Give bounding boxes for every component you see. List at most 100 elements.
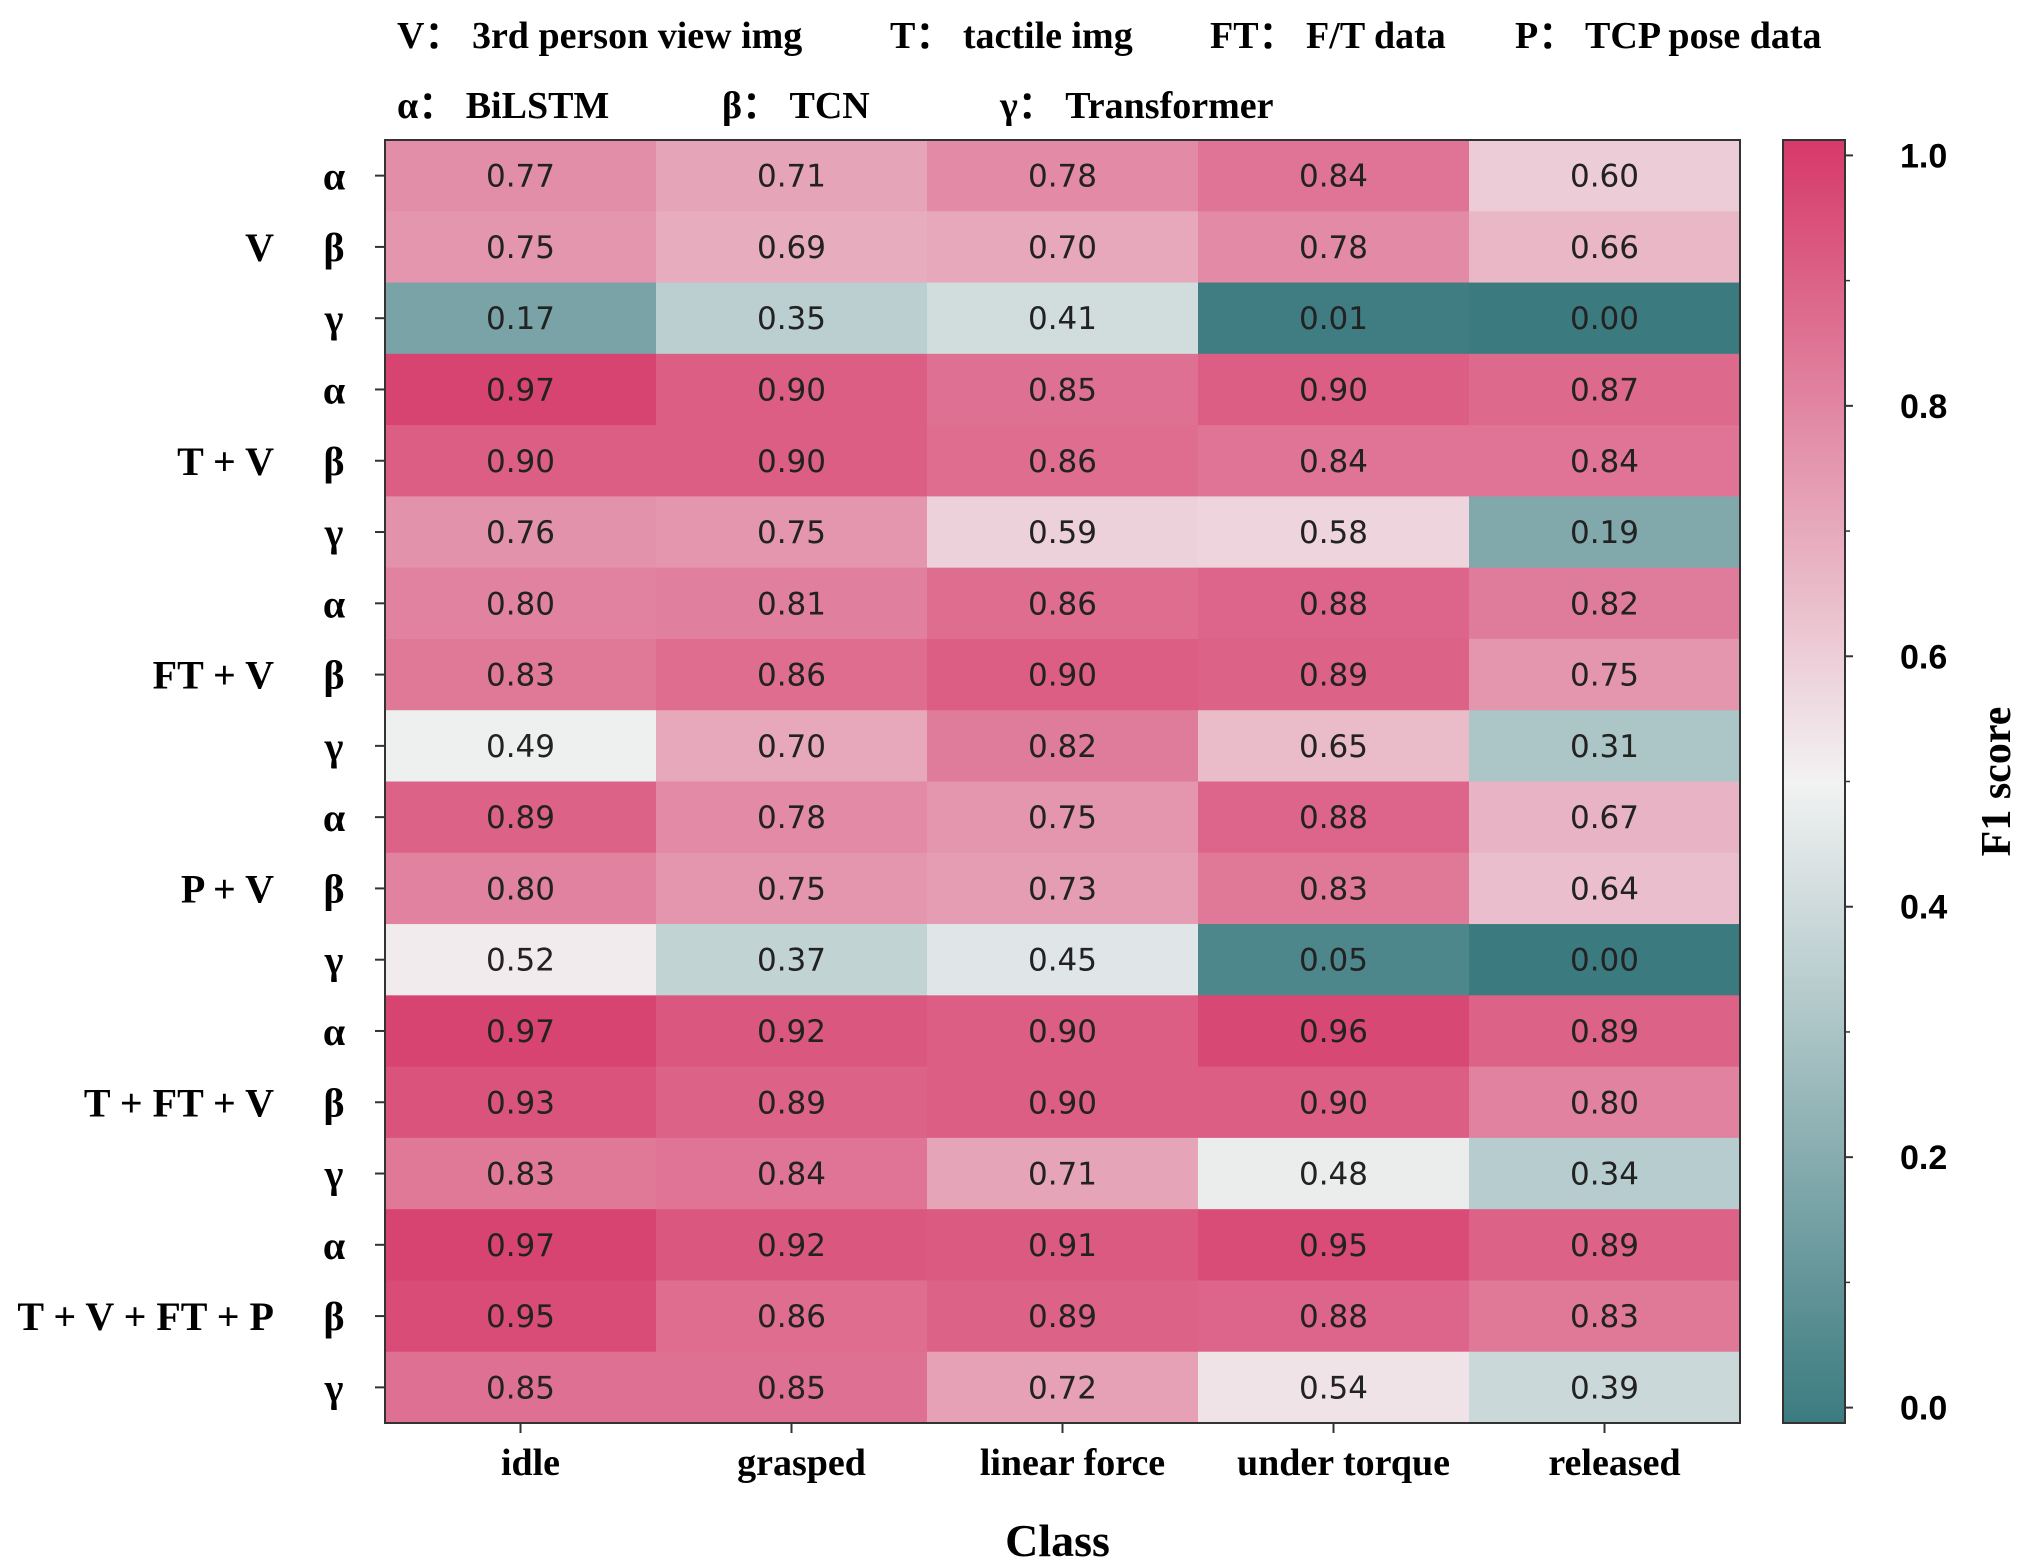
abbreviation-legend: V： 3rd person view img T： tactile img FT： … <box>397 15 1822 127</box>
heatmap-cell <box>927 1209 1199 1282</box>
cell-value-label: 0.52 <box>486 943 555 979</box>
heatmap-cell <box>1469 282 1741 355</box>
cell-value-label: 0.49 <box>486 729 555 765</box>
heatmap-cell <box>1198 1351 1470 1424</box>
cell-value-label: 0.00 <box>1570 943 1639 979</box>
heatmap-cell <box>927 852 1199 925</box>
cell-value-label: 0.95 <box>1299 1228 1368 1264</box>
row-label: β <box>323 653 344 698</box>
heatmap-cell <box>1469 353 1741 426</box>
colorbar: 0.0 0.2 0.4 0.6 0.8 1.0 F1 score <box>1782 137 2020 1428</box>
heatmap-cell <box>1469 140 1741 212</box>
heatmap-cell <box>385 852 657 925</box>
legend-entry: β： TCN <box>722 85 870 127</box>
row-label: α <box>323 1223 345 1268</box>
cell-value-label: 0.80 <box>486 586 555 622</box>
heatmap-cell <box>1469 638 1741 711</box>
heatmap-cell <box>927 1066 1199 1139</box>
cell-value-label: 0.83 <box>486 658 555 694</box>
colorbar-tick-label: 0.4 <box>1900 889 1947 927</box>
cell-value-label: 0.93 <box>486 1085 555 1121</box>
cell-value-label: 0.90 <box>757 372 826 408</box>
cell-value-label: 0.83 <box>1570 1299 1639 1335</box>
cell-value-label: 0.31 <box>1570 729 1639 765</box>
heatmap-cell <box>1469 1137 1741 1210</box>
cell-value-label: 0.37 <box>757 943 826 979</box>
heatmap-cell <box>1198 924 1470 996</box>
heatmap-cell <box>656 1209 928 1282</box>
heatmap-cell <box>927 1351 1199 1424</box>
cell-value-label: 0.90 <box>1028 658 1097 694</box>
cell-value-label: 0.86 <box>1028 586 1097 622</box>
heatmap-cell <box>927 995 1199 1068</box>
cell-value-label: 0.78 <box>1028 159 1097 195</box>
cell-value-label: 0.05 <box>1299 943 1368 979</box>
heatmap-cell <box>656 852 928 925</box>
heatmap-cell <box>1198 425 1470 497</box>
heatmap-cell <box>1198 781 1470 854</box>
cell-value-label: 0.89 <box>1570 1014 1639 1050</box>
heatmap-cell <box>1469 567 1741 640</box>
heatmap-cell <box>1198 496 1470 569</box>
colorbar-tick-label: 0.8 <box>1900 388 1947 426</box>
cell-value-label: 0.86 <box>1028 444 1097 480</box>
heatmap-cell <box>927 638 1199 711</box>
row-label: γ <box>324 1365 344 1410</box>
heatmap-cell <box>1469 781 1741 854</box>
heatmap-cell <box>1469 1066 1741 1139</box>
legend-entry: FT： F/T data <box>1210 15 1446 57</box>
heatmap-cell <box>1469 211 1741 284</box>
row-label: β <box>323 1080 344 1125</box>
heatmap-cell <box>385 353 657 426</box>
x-tick-label: linear force <box>980 1442 1165 1484</box>
group-label: T + V <box>177 439 274 484</box>
heatmap-cell <box>1198 1066 1470 1139</box>
cell-value-label: 0.83 <box>486 1157 555 1193</box>
heatmap-cell <box>385 1209 657 1282</box>
cell-value-label: 0.00 <box>1570 301 1639 337</box>
heatmap-cell <box>1198 995 1470 1068</box>
heatmap-cell <box>385 1351 657 1424</box>
heatmap-cell <box>656 1351 928 1424</box>
row-label: β <box>323 1294 344 1339</box>
cell-value-label: 0.85 <box>486 1370 555 1406</box>
x-axis: idle grasped linear force under torque relea… <box>501 1423 1681 1484</box>
colorbar-tick-label: 1.0 <box>1900 137 1947 175</box>
cell-value-label: 0.96 <box>1299 1014 1368 1050</box>
heatmap-cell <box>1198 852 1470 925</box>
heatmap-cell <box>385 924 657 996</box>
cell-value-label: 0.84 <box>1299 159 1368 195</box>
heatmap-cell <box>656 638 928 711</box>
cell-value-label: 0.75 <box>1028 800 1097 836</box>
x-tick-label: released <box>1548 1442 1680 1484</box>
cell-value-label: 0.90 <box>1299 372 1368 408</box>
cell-value-label: 0.88 <box>1299 1299 1368 1335</box>
heatmap-cell <box>1469 425 1741 497</box>
cell-value-label: 0.97 <box>486 1014 555 1050</box>
heatmap-cell <box>1198 1209 1470 1282</box>
cell-value-label: 0.67 <box>1570 800 1639 836</box>
cell-value-label: 0.60 <box>1570 159 1639 195</box>
heatmap-cell <box>385 781 657 854</box>
heatmap-cell <box>1198 567 1470 640</box>
cell-value-label: 0.90 <box>486 444 555 480</box>
cell-value-label: 0.90 <box>757 444 826 480</box>
cell-value-label: 0.39 <box>1570 1370 1639 1406</box>
cell-value-label: 0.86 <box>757 1299 826 1335</box>
cell-value-label: 0.78 <box>757 800 826 836</box>
x-tick-label: under torque <box>1237 1442 1450 1484</box>
row-label: γ <box>324 510 344 555</box>
heatmap-cell <box>1198 638 1470 711</box>
cell-value-label: 0.34 <box>1570 1157 1639 1193</box>
heatmap-cell <box>385 567 657 640</box>
heatmap-cell <box>656 1066 928 1139</box>
heatmap-cell <box>656 1280 928 1353</box>
cell-value-label: 0.48 <box>1299 1157 1368 1193</box>
cell-value-label: 0.71 <box>1028 1157 1097 1193</box>
legend-entry: γ： Transformer <box>999 85 1274 127</box>
heatmap-cell <box>656 1137 928 1210</box>
cell-value-label: 0.80 <box>1570 1085 1639 1121</box>
heatmap-cell <box>1469 852 1741 925</box>
heatmap-cell <box>927 140 1199 212</box>
